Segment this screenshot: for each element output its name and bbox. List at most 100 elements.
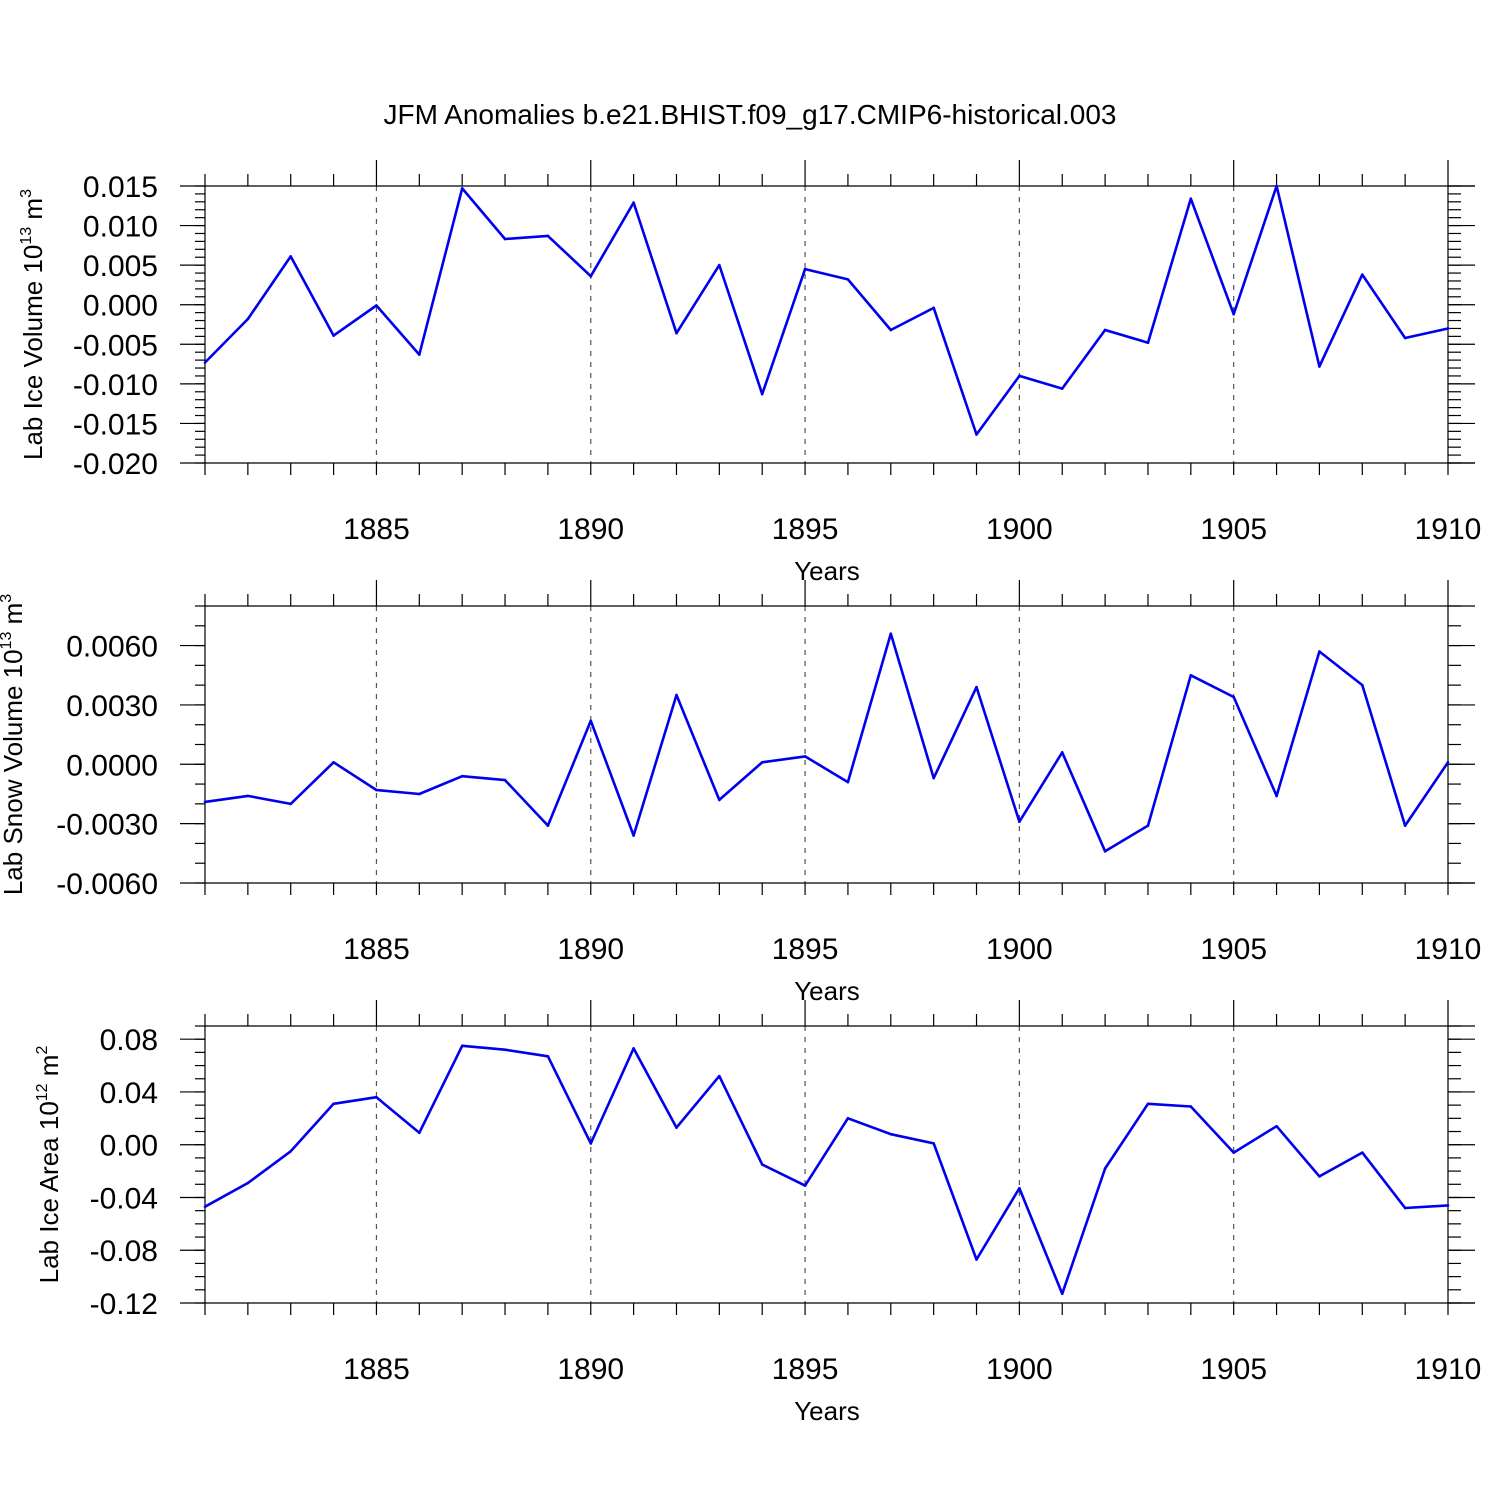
data-point [203,1205,207,1209]
data-point [1446,761,1450,764]
x-axis-title: Years [794,1396,860,1426]
x-axis-title: Years [794,556,860,586]
y-tick-label: -0.020 [73,448,158,481]
panel-3: 0.08 0.04 0.00 -0.04 -0.08 -0.12 1885 1890 1895 1… [34,1000,1481,1426]
data-point [1146,341,1150,345]
data-point [375,304,378,307]
data-point [889,1132,893,1136]
data-point [718,263,721,267]
chart-panels: 0.015 0.010 0.005 0.000 -0.005 -0.010 -0.015 -0… [0,160,1481,1426]
y-tick-label: -0.005 [73,329,158,362]
data-point [375,1095,378,1099]
panel-2: 0.0060 0.0030 0.0000 -0.0030 -0.0060 1885 1890… [0,580,1481,1006]
data-point [932,1142,935,1145]
data-point [1275,1124,1278,1128]
data-point [803,755,807,758]
data-point [332,1102,335,1106]
x-axis-title: Years [794,976,860,1006]
x-tick-label: 1900 [986,933,1053,966]
data-point [203,800,207,804]
data-point [803,1184,807,1187]
data-point [203,361,207,364]
data-point [760,392,764,396]
data-point [1360,683,1364,687]
data-point [1446,327,1450,330]
data-point [889,328,893,332]
y-tick-label: 0.0030 [66,690,158,723]
data-point [1318,1175,1321,1178]
data-point [975,1258,978,1261]
data-point [1146,824,1150,827]
x-tick-label: 1885 [343,933,410,966]
y-tick-label: 0.005 [83,250,158,283]
x-tick-label: 1905 [1200,933,1267,966]
data-point [460,187,464,190]
data-point [1232,695,1235,699]
x-tick-label: 1900 [986,1353,1053,1386]
data-point [1018,1186,1021,1190]
y-tick-label: 0.000 [83,290,158,323]
x-tick-label: 1885 [343,1353,410,1386]
y-tick-label: -0.08 [90,1235,158,1268]
data-point [975,433,978,436]
data-point [375,788,378,792]
data-point [1060,751,1064,754]
x-tick-label: 1895 [772,933,839,966]
data-point [503,237,507,241]
y-tick-label: -0.0030 [56,809,158,842]
data-point [1189,197,1193,200]
y-tick-label: 0.0000 [66,749,158,782]
data-point [418,353,421,356]
data-point [675,1126,678,1129]
data-point [246,794,250,798]
data-point [1060,387,1064,390]
x-tick-label: 1900 [986,513,1053,546]
data-point [546,1055,550,1058]
y-tick-label: 0.00 [100,1130,158,1163]
data-point [1360,1151,1364,1154]
data-point [1189,1105,1193,1108]
data-point [289,1150,293,1153]
x-tick-label: 1910 [1415,933,1482,966]
data-point [760,761,764,764]
data-point [1275,794,1278,798]
data-point [846,1117,850,1120]
data-point [932,306,935,310]
data-point [289,802,293,806]
y-tick-label: -0.12 [90,1288,158,1321]
data-point [1403,336,1407,340]
data-point [1318,365,1321,368]
data-point [975,685,978,689]
y-tick-label: -0.015 [73,408,158,441]
chart-title: JFM Anomalies b.e21.BHIST.f09_g17.CMIP6-… [383,99,1116,130]
data-point [1275,184,1278,188]
y-tick-label: 0.015 [83,171,158,204]
data-point [1103,850,1107,853]
series-line [204,1044,1449,1296]
data-point [718,1074,721,1078]
data-point [332,761,335,764]
panel-1: 0.015 0.010 0.005 0.000 -0.005 -0.010 -0.015 -0… [18,160,1481,586]
x-tick-label: 1885 [343,513,410,546]
data-point [1103,328,1107,332]
data-point [1403,824,1407,827]
data-point [1103,1167,1107,1170]
y-tick-label: -0.04 [90,1182,158,1215]
data-point [246,317,250,321]
x-tick-label: 1905 [1200,513,1267,546]
series-line [204,632,1450,853]
x-tick-label: 1910 [1415,1353,1482,1386]
data-point [1018,820,1021,823]
data-point [546,824,550,827]
data-point [675,331,678,335]
data-point [1018,374,1021,378]
x-tick-label: 1890 [557,1353,624,1386]
data-point [889,632,893,635]
data-point [460,774,464,778]
y-tick-label: 0.04 [100,1077,158,1110]
data-point [1360,273,1364,276]
data-point [675,693,678,697]
data-point [289,255,293,258]
data-point [589,719,593,723]
